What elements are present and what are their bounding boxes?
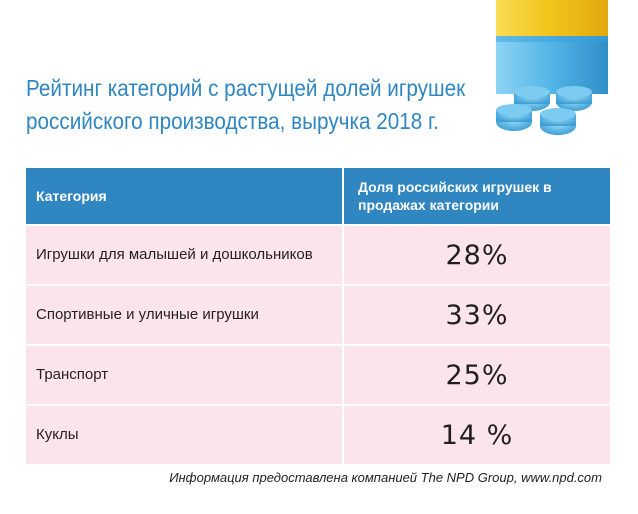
row-category: Игрушки для малышей и дошкольников — [26, 224, 344, 285]
table-header-row: Категория Доля российских игрушек в прод… — [26, 168, 610, 225]
header-share: Доля российских игрушек в продажах катег… — [343, 168, 610, 225]
table-row: Куклы 14 % — [26, 404, 610, 464]
row-category: Спортивные и уличные игрушки — [26, 284, 344, 345]
row-share-value: 14 % — [343, 404, 610, 464]
rating-table: Категория Доля российских игрушек в прод… — [26, 168, 610, 464]
row-share-value: 28% — [343, 224, 610, 285]
source-note: Информация предоставлена компанией The N… — [169, 470, 602, 485]
row-share-value: 25% — [343, 344, 610, 405]
chart-title-line-2: российского производства, выручка 2018 г… — [26, 108, 439, 134]
table-row: Спортивные и уличные игрушки 33% — [26, 284, 610, 345]
row-share-value: 33% — [343, 284, 610, 345]
header-category: Категория — [26, 168, 344, 225]
table-row: Транспорт 25% — [26, 344, 610, 405]
row-category: Транспорт — [26, 344, 344, 405]
table-row: Игрушки для малышей и дошкольников 28% — [26, 224, 610, 285]
row-category: Куклы — [26, 404, 344, 464]
toy-brick-icon — [496, 0, 608, 135]
chart-title-line-1: Рейтинг категорий с растущей долей игруш… — [26, 75, 466, 101]
chart-title: Рейтинг категорий с растущей долей игруш… — [26, 72, 466, 138]
